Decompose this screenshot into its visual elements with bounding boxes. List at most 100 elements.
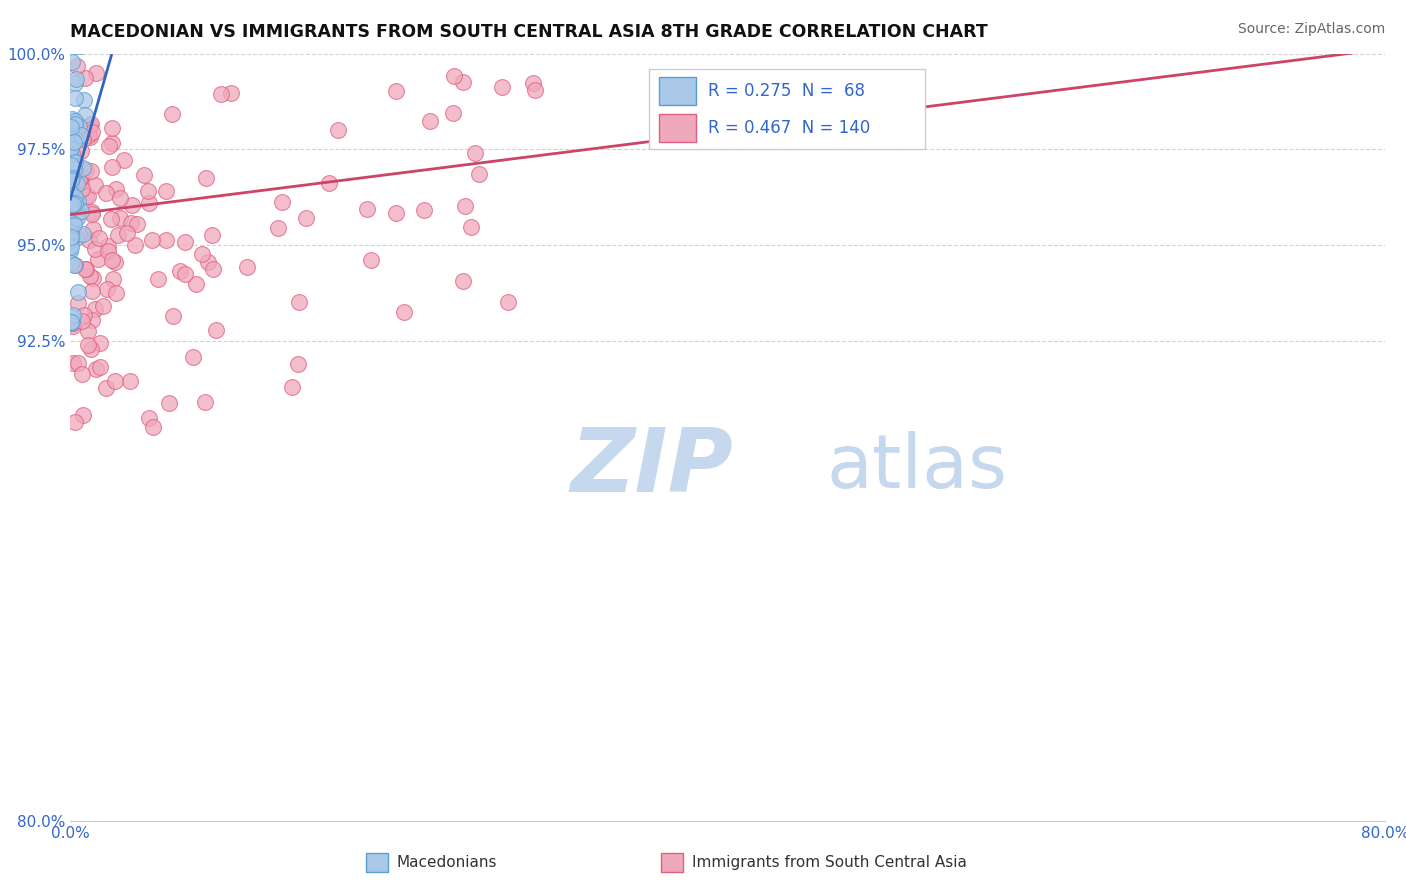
Point xyxy=(121,198,143,212)
Point xyxy=(60,315,83,329)
Point xyxy=(77,233,100,247)
Point xyxy=(77,337,100,351)
Point xyxy=(62,202,84,217)
Point xyxy=(169,263,191,277)
Point xyxy=(97,244,120,258)
Point xyxy=(496,294,519,309)
Point xyxy=(67,173,90,187)
Point xyxy=(120,375,142,389)
Point xyxy=(96,282,118,296)
Point xyxy=(67,296,90,310)
Point xyxy=(191,247,214,261)
Point xyxy=(83,178,105,192)
Point xyxy=(62,117,84,131)
Point xyxy=(59,203,82,218)
Point xyxy=(63,196,86,211)
Point xyxy=(281,380,304,394)
Point xyxy=(65,231,87,245)
Point xyxy=(65,91,87,105)
Point xyxy=(82,284,104,298)
Point xyxy=(63,200,86,214)
Point xyxy=(523,83,546,97)
Point xyxy=(63,117,86,131)
Point xyxy=(80,164,103,178)
Point xyxy=(62,217,84,231)
Point xyxy=(93,299,115,313)
Point xyxy=(62,162,84,177)
Point xyxy=(59,256,82,270)
Point xyxy=(86,361,108,376)
Point xyxy=(441,106,464,120)
Point xyxy=(60,161,83,176)
Point xyxy=(184,277,207,291)
Point xyxy=(83,243,105,257)
Point xyxy=(60,315,83,329)
Point xyxy=(209,87,232,101)
Point xyxy=(62,196,84,211)
Point xyxy=(60,218,83,232)
Point xyxy=(491,79,513,94)
Point xyxy=(155,184,177,198)
Point xyxy=(59,234,82,248)
Point xyxy=(73,71,96,86)
Point xyxy=(59,230,82,244)
Point xyxy=(60,112,83,126)
Point xyxy=(522,76,544,90)
Point xyxy=(82,271,104,285)
Point xyxy=(205,324,228,338)
Point xyxy=(72,368,94,382)
Point xyxy=(80,207,103,221)
Point xyxy=(66,356,89,370)
Point xyxy=(107,227,129,242)
Text: MACEDONIAN VS IMMIGRANTS FROM SOUTH CENTRAL ASIA 8TH GRADE CORRELATION CHART: MACEDONIAN VS IMMIGRANTS FROM SOUTH CENT… xyxy=(70,23,988,41)
Point xyxy=(80,118,103,132)
Point xyxy=(60,137,83,152)
Point xyxy=(174,235,197,249)
Point xyxy=(60,240,83,254)
Point xyxy=(104,374,127,388)
Point xyxy=(62,196,84,211)
Point xyxy=(219,86,242,100)
Point xyxy=(69,128,91,142)
Point xyxy=(104,286,127,301)
Point xyxy=(197,255,219,269)
Point xyxy=(62,316,84,330)
Point xyxy=(174,267,197,281)
Point xyxy=(59,158,82,172)
Point xyxy=(464,145,486,160)
Point xyxy=(60,132,83,146)
FancyBboxPatch shape xyxy=(648,69,925,150)
Point xyxy=(89,359,111,374)
Point xyxy=(77,128,100,143)
Point xyxy=(63,196,86,211)
Point xyxy=(63,415,86,429)
Point xyxy=(60,127,83,141)
Point xyxy=(60,201,83,215)
FancyBboxPatch shape xyxy=(659,114,696,142)
Point xyxy=(63,211,86,226)
Point xyxy=(76,324,98,338)
Point xyxy=(82,125,104,139)
Point xyxy=(65,38,87,53)
Point xyxy=(60,54,83,69)
Point xyxy=(66,59,89,73)
Point xyxy=(60,120,83,134)
Point xyxy=(72,227,94,241)
Point xyxy=(157,395,180,409)
Point xyxy=(65,200,87,214)
Point xyxy=(117,226,139,240)
Point xyxy=(101,136,124,151)
Point xyxy=(384,206,406,220)
Point xyxy=(141,233,163,247)
Point xyxy=(288,295,311,310)
Point xyxy=(360,253,382,268)
Point xyxy=(75,188,97,202)
Point xyxy=(120,216,142,230)
Point xyxy=(138,410,160,425)
Point xyxy=(80,342,103,356)
Point xyxy=(160,107,183,121)
Point xyxy=(155,233,177,247)
Point xyxy=(72,182,94,196)
FancyBboxPatch shape xyxy=(659,78,696,105)
Point xyxy=(108,211,131,226)
